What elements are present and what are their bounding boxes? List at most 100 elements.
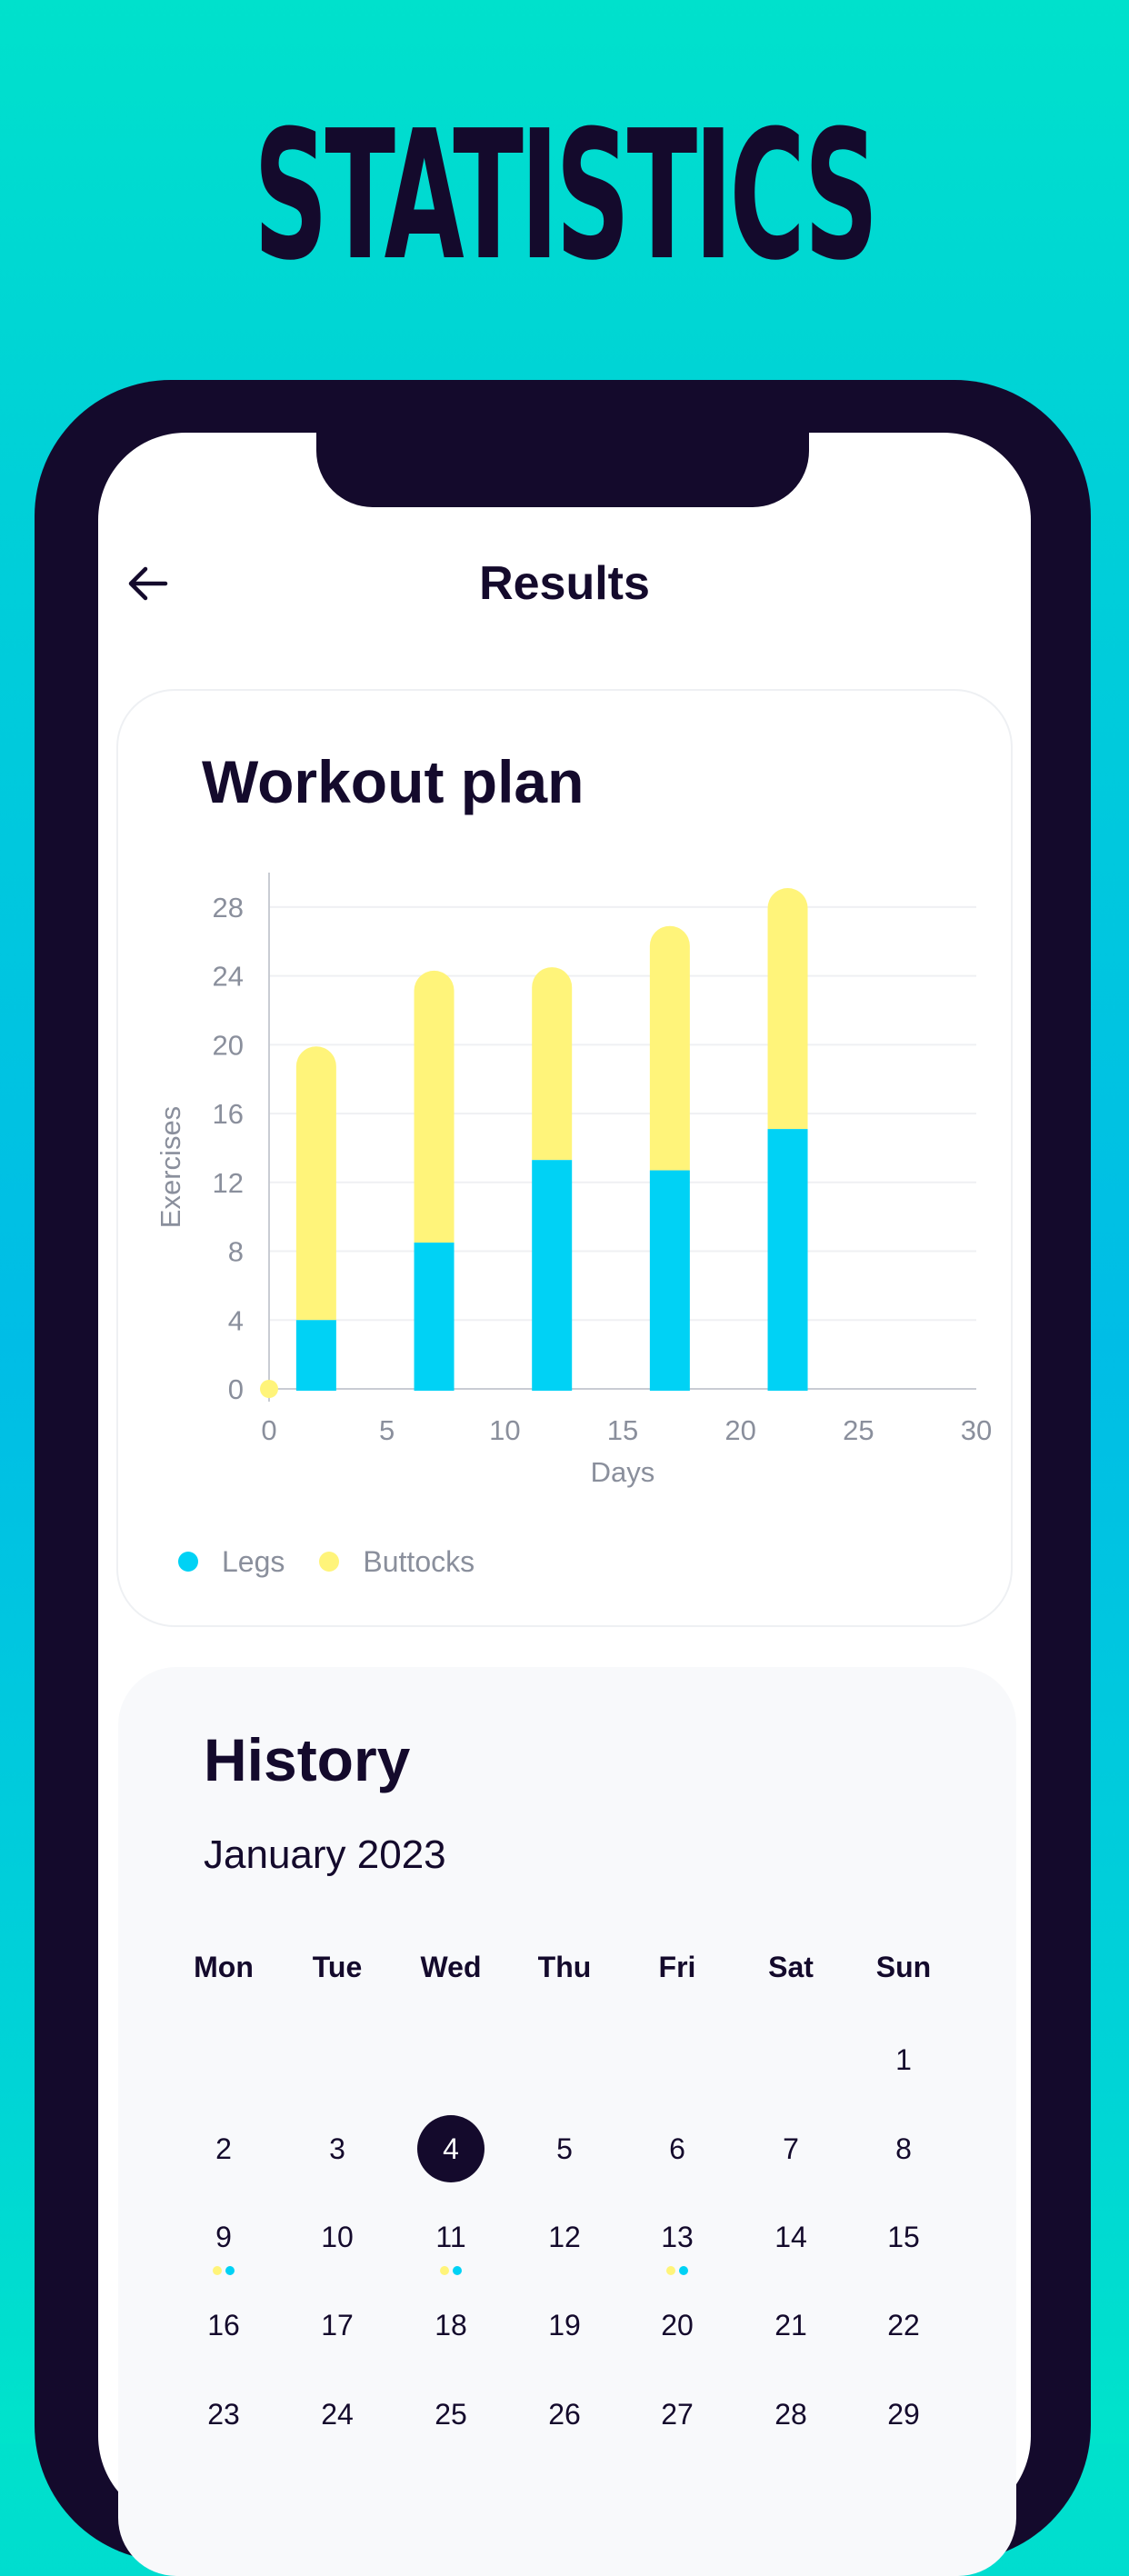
calendar-day-7[interactable]: 7 xyxy=(754,2131,827,2167)
bar-buttocks xyxy=(767,888,808,1130)
workout-plan-title: Workout plan xyxy=(202,748,584,815)
calendar-day-number: 5 xyxy=(556,2132,573,2165)
calendar-day-number: 19 xyxy=(548,2309,581,2341)
bar-buttocks xyxy=(649,925,690,1171)
calendar-day-6[interactable]: 6 xyxy=(641,2131,714,2167)
screen-title: Results xyxy=(479,557,650,610)
bar-legs xyxy=(649,1170,690,1391)
calendar-day-18[interactable]: 18 xyxy=(415,2307,487,2343)
workout-dot xyxy=(440,2266,449,2275)
weekday-label: Wed xyxy=(420,1951,482,1983)
workout-dot xyxy=(213,2266,222,2275)
workout-dot xyxy=(666,2266,675,2275)
back-button[interactable] xyxy=(124,558,175,609)
bar-buttocks xyxy=(414,970,455,1243)
calendar-day-number: 1 xyxy=(895,2043,912,2076)
legend-dot-buttocks xyxy=(319,1552,340,1572)
calendar-day-number: 3 xyxy=(329,2132,345,2165)
calendar-day-26[interactable]: 26 xyxy=(528,2396,601,2432)
bar-buttocks xyxy=(532,967,573,1161)
page-heading: STATISTICS xyxy=(254,93,878,300)
calendar-day-number: 8 xyxy=(895,2132,912,2165)
calendar-day-13[interactable]: 13 xyxy=(641,2219,714,2275)
workout-dot xyxy=(679,2266,688,2275)
calendar-month-label: January 2023 xyxy=(204,1832,446,1877)
chart-legend: Legs Buttocks xyxy=(178,1542,509,1582)
bar-group-3 xyxy=(649,925,690,1391)
calendar-day-23[interactable]: 23 xyxy=(187,2396,260,2432)
calendar-day-29[interactable]: 29 xyxy=(867,2396,940,2432)
workout-dot xyxy=(453,2266,462,2275)
calendar-day-number: 22 xyxy=(887,2309,920,2341)
legend-label-legs: Legs xyxy=(222,1544,285,1578)
calendar-day-5[interactable]: 5 xyxy=(528,2131,601,2167)
phone-notch xyxy=(316,427,809,507)
calendar-day-number: 29 xyxy=(887,2398,920,2431)
bar-legs xyxy=(532,1160,573,1391)
calendar-day-4[interactable]: 4 xyxy=(415,2115,487,2182)
x-tick-label: 20 xyxy=(724,1414,755,1446)
calendar-day-number: 25 xyxy=(435,2398,467,2431)
calendar-day-16[interactable]: 16 xyxy=(187,2307,260,2343)
calendar-weekday-row: Mon Tue Wed Thu Fri Sat Sun xyxy=(168,1951,959,1996)
weekday-label: Sun xyxy=(875,1951,932,1983)
workout-indicator-dots xyxy=(187,2261,260,2275)
calendar-day-number: 28 xyxy=(774,2398,807,2431)
calendar-day-number: 11 xyxy=(435,2221,466,2253)
bar-legs xyxy=(767,1129,808,1391)
y-axis-label: Exercises xyxy=(155,1106,186,1228)
calendar-day-number: 14 xyxy=(774,2221,807,2253)
x-axis-label: Days xyxy=(591,1456,655,1488)
calendar-day-28[interactable]: 28 xyxy=(754,2396,827,2432)
calendar-day-25[interactable]: 25 xyxy=(415,2396,487,2432)
bar-legs xyxy=(295,1320,336,1391)
calendar-day-number: 26 xyxy=(548,2398,581,2431)
origin-point xyxy=(260,1380,278,1398)
calendar-day-21[interactable]: 21 xyxy=(754,2307,827,2343)
calendar-day-number: 10 xyxy=(321,2221,354,2253)
calendar-day-number: 4 xyxy=(417,2115,485,2182)
calendar-day-number: 16 xyxy=(207,2309,240,2341)
calendar-day-12[interactable]: 12 xyxy=(528,2219,601,2255)
calendar-day-27[interactable]: 27 xyxy=(641,2396,714,2432)
calendar-day-11[interactable]: 11 xyxy=(415,2219,487,2275)
calendar-day-number: 6 xyxy=(669,2132,685,2165)
weekday-label: Mon xyxy=(194,1951,254,1983)
x-tick-label: 0 xyxy=(261,1414,276,1446)
history-title: History xyxy=(204,1726,411,1793)
legend-label-buttocks: Buttocks xyxy=(363,1544,475,1578)
calendar-day-2[interactable]: 2 xyxy=(187,2131,260,2167)
y-tick-label: 28 xyxy=(213,892,244,924)
calendar-day-number: 20 xyxy=(661,2309,694,2341)
arrow-left-icon xyxy=(128,566,168,601)
calendar-day-24[interactable]: 24 xyxy=(301,2396,374,2432)
calendar-day-1[interactable]: 1 xyxy=(867,2042,940,2078)
bar-legs xyxy=(414,1243,455,1391)
calendar-day-8[interactable]: 8 xyxy=(867,2131,940,2167)
calendar-day-14[interactable]: 14 xyxy=(754,2219,827,2255)
bar-group-4 xyxy=(767,888,808,1391)
x-tick-label: 25 xyxy=(843,1414,874,1446)
calendar-day-number: 21 xyxy=(774,2309,807,2341)
calendar-day-number: 9 xyxy=(215,2221,232,2253)
calendar-day-17[interactable]: 17 xyxy=(301,2307,374,2343)
calendar-day-number: 2 xyxy=(215,2132,232,2165)
calendar-day-20[interactable]: 20 xyxy=(641,2307,714,2343)
history-card xyxy=(118,1667,1016,2576)
calendar-day-number: 17 xyxy=(321,2309,354,2341)
calendar-day-number: 27 xyxy=(661,2398,694,2431)
bar-buttocks xyxy=(295,1046,336,1321)
legend-item-legs: Legs xyxy=(178,1545,285,1579)
calendar-day-22[interactable]: 22 xyxy=(867,2307,940,2343)
calendar-day-3[interactable]: 3 xyxy=(301,2131,374,2167)
calendar-day-9[interactable]: 9 xyxy=(187,2219,260,2275)
calendar-day-15[interactable]: 15 xyxy=(867,2219,940,2255)
weekday-label: Tue xyxy=(312,1951,363,1983)
calendar-day-19[interactable]: 19 xyxy=(528,2307,601,2343)
calendar-day-10[interactable]: 10 xyxy=(301,2219,374,2255)
calendar-day-number: 15 xyxy=(887,2221,920,2253)
calendar-day-number: 24 xyxy=(321,2398,354,2431)
y-tick-label: 20 xyxy=(213,1029,244,1061)
calendar-day-number: 7 xyxy=(783,2132,799,2165)
workout-indicator-dots xyxy=(641,2261,714,2275)
